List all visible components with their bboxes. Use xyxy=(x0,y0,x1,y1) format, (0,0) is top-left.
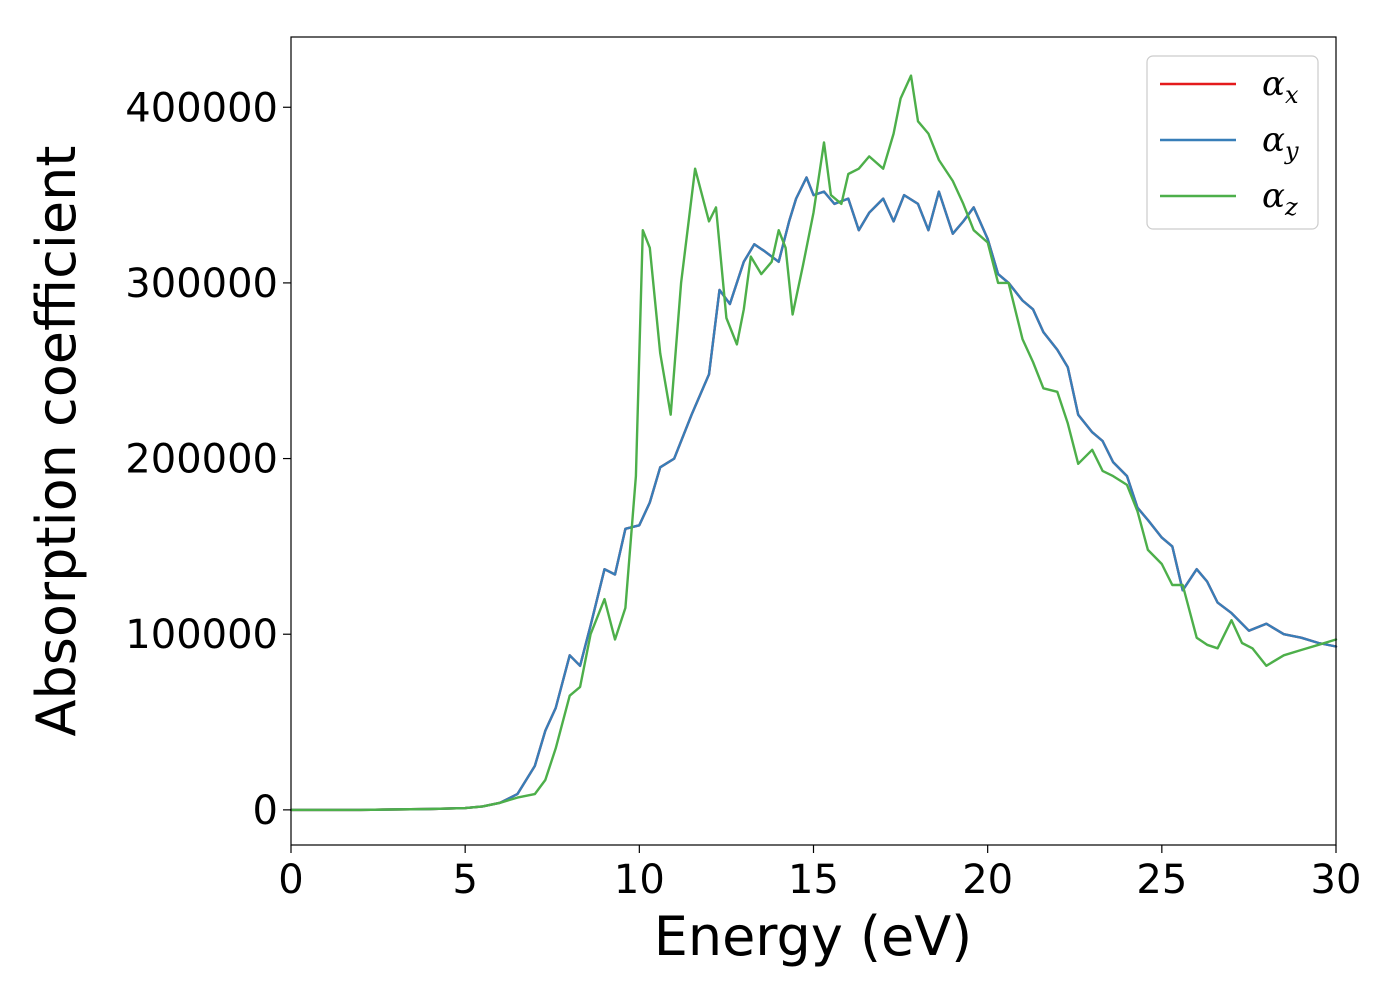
y-tick-label: 400000 xyxy=(125,85,278,131)
x-tick-label: 30 xyxy=(1311,857,1362,903)
x-tick-label: 20 xyxy=(962,857,1013,903)
y-axis-label: Absorption coefficient xyxy=(25,146,88,737)
y-tick-label: 200000 xyxy=(125,437,278,483)
y-tick-label: 300000 xyxy=(125,261,278,307)
y-tick-label: 100000 xyxy=(125,612,278,658)
y-tick-label: 0 xyxy=(253,788,278,834)
series-line-y xyxy=(289,176,1338,812)
x-axis-label: Energy (eV) xyxy=(654,905,973,968)
legend-box xyxy=(1146,55,1319,230)
y-axis-ticks: 0 100000 200000 300000 400000 xyxy=(125,85,291,834)
x-tick-label: 15 xyxy=(788,857,839,903)
x-axis-ticks: 0 5 10 15 20 25 30 xyxy=(278,845,1361,903)
x-tick-label: 25 xyxy=(1136,857,1187,903)
x-tick-label: 5 xyxy=(452,857,477,903)
series-line-z xyxy=(289,74,1338,812)
x-tick-label: 10 xyxy=(614,857,665,903)
x-tick-label: 0 xyxy=(278,857,303,903)
series-layer xyxy=(289,74,1338,812)
